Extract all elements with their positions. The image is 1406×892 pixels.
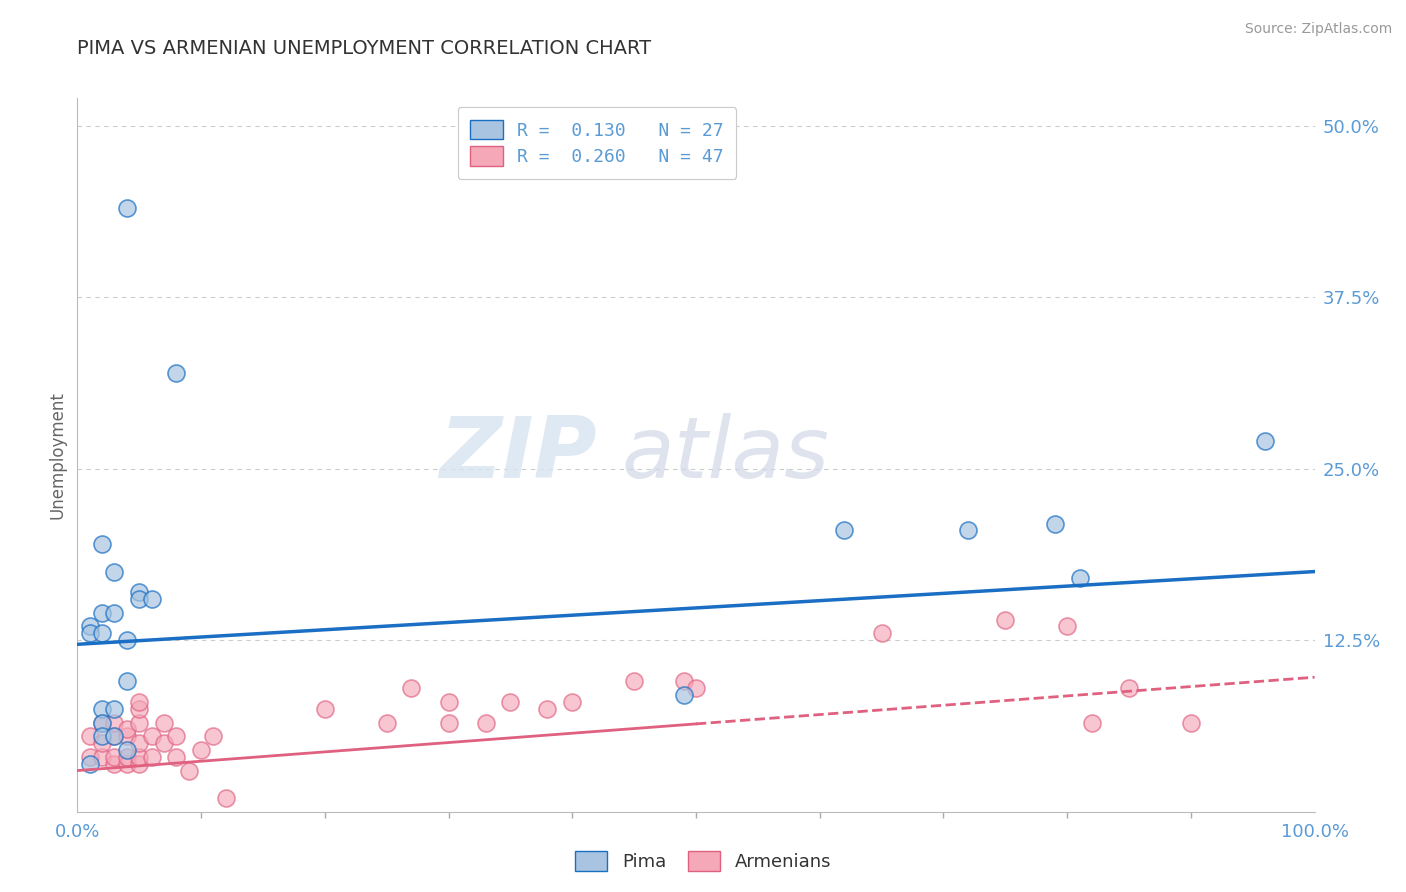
Point (190, 743, 212, 757)
Point (202, 729, 225, 743)
Point (91, 715, 114, 730)
Point (1254, 434, 1277, 449)
Point (474, 715, 496, 730)
Point (672, 674, 695, 689)
Point (165, 729, 187, 743)
Point (115, 749, 138, 764)
Text: Source: ZipAtlas.com: Source: ZipAtlas.com (1244, 22, 1392, 37)
Point (91, 749, 114, 764)
Point (128, 715, 150, 730)
Point (115, 674, 138, 689)
Point (141, 592, 163, 607)
Point (437, 695, 460, 709)
Point (79, 756, 101, 771)
Point (79, 626, 101, 640)
Point (79, 619, 101, 633)
Point (128, 756, 150, 771)
Point (177, 764, 200, 778)
Point (128, 592, 150, 607)
Point (91, 626, 114, 640)
Point (153, 736, 176, 750)
Point (1081, 715, 1104, 730)
Point (103, 565, 125, 579)
Point (79, 749, 101, 764)
Point (91, 537, 114, 551)
Y-axis label: Unemployment: Unemployment (48, 391, 66, 519)
Point (1118, 681, 1140, 696)
Point (834, 524, 856, 538)
Point (314, 702, 336, 716)
Point (128, 585, 150, 599)
Point (1056, 619, 1078, 633)
Point (128, 749, 150, 764)
Point (1180, 715, 1202, 730)
Point (128, 736, 150, 750)
Point (103, 729, 125, 743)
Point (103, 715, 125, 730)
Point (115, 756, 138, 771)
Point (91, 715, 114, 730)
Point (141, 729, 163, 743)
Point (499, 695, 522, 709)
Point (685, 681, 707, 696)
Point (437, 715, 460, 730)
Text: atlas: atlas (621, 413, 830, 497)
Point (165, 749, 187, 764)
Point (141, 749, 163, 764)
Point (375, 715, 398, 730)
Point (79, 729, 101, 743)
Point (536, 702, 558, 716)
Point (401, 681, 423, 696)
Point (91, 606, 114, 620)
Point (103, 729, 125, 743)
Point (103, 749, 125, 764)
Point (115, 743, 138, 757)
Point (994, 613, 1017, 627)
Text: ZIP: ZIP (439, 413, 598, 497)
Point (103, 606, 125, 620)
Text: PIMA VS ARMENIAN UNEMPLOYMENT CORRELATION CHART: PIMA VS ARMENIAN UNEMPLOYMENT CORRELATIO… (77, 39, 651, 58)
Point (115, 633, 138, 648)
Point (153, 715, 176, 730)
Point (115, 723, 138, 737)
Point (91, 702, 114, 716)
Point (115, 201, 138, 215)
Point (128, 695, 150, 709)
Point (561, 695, 583, 709)
Point (1043, 516, 1066, 531)
Point (215, 791, 238, 805)
Point (957, 524, 980, 538)
Point (870, 626, 893, 640)
Point (1069, 571, 1091, 585)
Point (672, 688, 695, 702)
Point (103, 756, 125, 771)
Point (623, 674, 645, 689)
Point (128, 702, 150, 716)
Point (91, 729, 114, 743)
Legend: R =  0.130   N = 27, R =  0.260   N = 47: R = 0.130 N = 27, R = 0.260 N = 47 (457, 107, 737, 178)
Point (115, 729, 138, 743)
Legend: Pima, Armenians: Pima, Armenians (568, 844, 838, 879)
Point (91, 736, 114, 750)
Point (103, 702, 125, 716)
Point (165, 366, 187, 380)
